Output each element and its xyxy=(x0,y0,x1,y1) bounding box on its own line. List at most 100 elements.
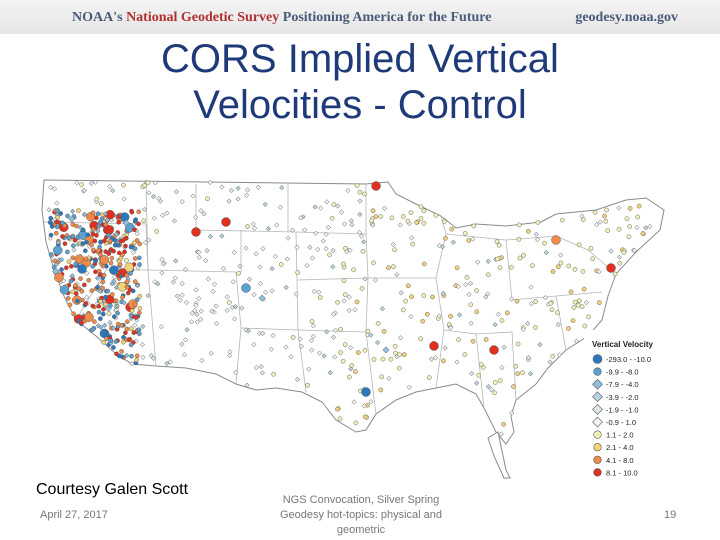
station-marker xyxy=(48,252,54,257)
station-marker xyxy=(517,255,523,261)
station-marker xyxy=(594,221,600,228)
station-marker xyxy=(181,352,188,358)
station-marker xyxy=(231,249,238,255)
station-marker xyxy=(596,269,602,275)
station-marker xyxy=(311,288,317,294)
station-marker xyxy=(533,325,538,330)
station-marker xyxy=(305,382,310,388)
station-marker xyxy=(252,225,258,231)
station-marker xyxy=(456,337,461,342)
station-marker xyxy=(65,213,70,219)
station-marker xyxy=(113,304,119,310)
station-marker xyxy=(573,338,580,344)
station-marker xyxy=(116,250,122,256)
station-marker xyxy=(173,189,180,195)
station-marker xyxy=(229,304,235,310)
station-marker xyxy=(332,354,338,360)
station-marker xyxy=(119,349,124,354)
station-marker xyxy=(338,327,343,332)
station-marker xyxy=(105,288,111,294)
station-marker xyxy=(92,179,99,185)
station-marker xyxy=(90,264,95,269)
station-marker xyxy=(568,289,574,295)
station-marker xyxy=(189,310,195,316)
station-marker xyxy=(348,345,354,351)
station-marker xyxy=(327,252,332,258)
station-marker xyxy=(309,255,315,261)
station-marker xyxy=(74,180,80,186)
station-marker xyxy=(424,311,430,317)
station-marker xyxy=(173,258,179,264)
station-marker xyxy=(224,307,230,313)
station-marker xyxy=(134,353,140,359)
station-marker xyxy=(59,257,65,263)
station-marker xyxy=(420,318,426,324)
station-marker xyxy=(462,352,468,357)
legend-label: -7.9 - -4.0 xyxy=(606,380,639,389)
station-marker xyxy=(617,260,623,266)
station-marker xyxy=(232,316,238,322)
station-marker xyxy=(53,261,59,267)
station-marker xyxy=(298,343,304,349)
station-marker xyxy=(443,235,448,241)
station-marker xyxy=(312,204,318,210)
station-marker xyxy=(111,314,117,319)
station-marker xyxy=(430,294,435,300)
station-marker xyxy=(109,255,115,261)
station-marker xyxy=(109,265,119,275)
station-marker xyxy=(73,261,78,267)
station-marker xyxy=(433,213,439,218)
station-marker xyxy=(210,288,216,295)
station-marker xyxy=(164,360,170,367)
station-marker xyxy=(555,321,561,328)
station-marker xyxy=(219,233,225,239)
station-marker xyxy=(211,281,218,287)
date-text: April 27, 2017 xyxy=(40,509,108,521)
station-marker xyxy=(592,210,598,215)
station-marker xyxy=(99,255,110,265)
station-marker xyxy=(321,353,327,359)
station-marker xyxy=(320,238,326,244)
station-marker xyxy=(155,281,161,287)
station-marker xyxy=(380,356,386,362)
station-marker xyxy=(330,311,337,317)
station-marker xyxy=(421,261,427,267)
station-marker xyxy=(140,354,146,360)
station-marker xyxy=(342,342,348,347)
station-marker xyxy=(379,306,385,312)
legend-swatch xyxy=(593,430,602,439)
station-marker xyxy=(389,215,395,221)
station-marker xyxy=(158,324,164,330)
station-marker xyxy=(283,284,289,291)
station-marker xyxy=(84,312,94,322)
station-marker xyxy=(134,282,140,289)
legend-label: -293.0 - -10.0 xyxy=(606,355,651,364)
station-marker xyxy=(179,292,185,298)
station-marker xyxy=(170,279,176,285)
station-marker xyxy=(323,231,329,237)
station-marker xyxy=(255,184,261,190)
station-marker xyxy=(88,180,94,187)
station-marker xyxy=(90,231,96,237)
station-marker xyxy=(171,218,177,224)
station-marker xyxy=(227,349,233,355)
station-marker xyxy=(397,222,403,228)
station-marker xyxy=(111,345,116,350)
station-marker xyxy=(408,314,414,320)
station-marker xyxy=(421,293,427,298)
station-marker xyxy=(634,224,640,230)
station-marker xyxy=(128,312,134,318)
station-marker xyxy=(636,203,642,209)
station-marker xyxy=(131,330,137,335)
station-marker xyxy=(167,359,173,365)
station-marker xyxy=(83,301,89,306)
station-marker xyxy=(357,189,363,195)
station-marker xyxy=(107,184,113,190)
tagline-text: Positioning America for the Future xyxy=(282,10,492,25)
station-marker xyxy=(113,339,119,344)
station-marker xyxy=(368,399,374,405)
station-marker xyxy=(418,216,424,221)
station-marker xyxy=(356,350,361,355)
station-markers xyxy=(46,179,653,437)
station-marker xyxy=(421,221,427,226)
